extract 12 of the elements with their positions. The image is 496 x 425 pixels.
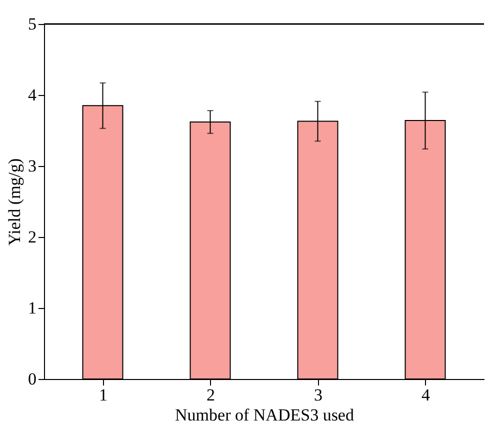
y-tick-label: 2 [28, 228, 36, 246]
x-tick-label: 3 [314, 386, 322, 404]
y-tick-label: 0 [28, 370, 36, 388]
x-tick-label: 1 [99, 386, 108, 404]
x-axis-title: Number of NADES3 used [175, 406, 354, 424]
y-tick-label: 3 [28, 156, 36, 176]
y-axis-title: Yield (mg/g) [5, 158, 24, 246]
x-tick-label: 2 [206, 386, 215, 404]
x-tick-label: 4 [422, 386, 430, 404]
y-tick-label: 1 [28, 298, 36, 318]
y-tick-label: 4 [28, 86, 37, 104]
y-tick-label: 5 [28, 14, 36, 34]
